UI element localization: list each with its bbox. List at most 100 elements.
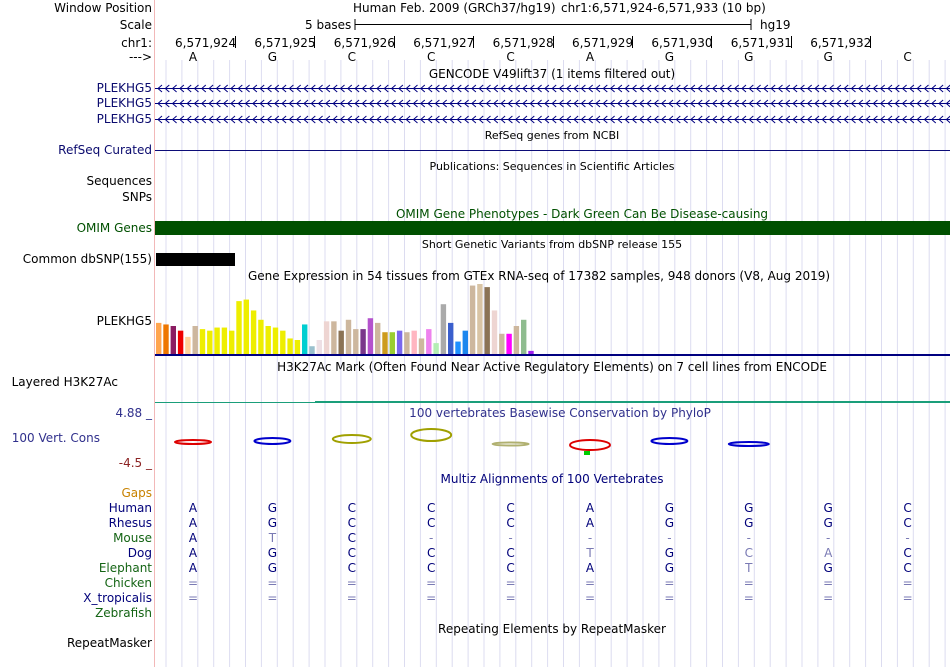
repeatmasker-title: Repeating Elements by RepeatMasker — [438, 622, 666, 636]
track-label-h3k27ac[interactable]: Layered H3K27Ac — [11, 375, 118, 389]
alignment-base: C — [506, 516, 515, 530]
position-title: chr1:6,571,924-6,571,933 (10 bp) — [561, 1, 766, 15]
ruler-tick — [632, 36, 633, 48]
phylop-title: 100 vertebrates Basewise Conservation by… — [409, 406, 711, 420]
alignment-base: = — [505, 576, 516, 590]
track-label-cons[interactable]: 100 Vert. Cons — [11, 431, 100, 445]
alignment-base: = — [584, 591, 596, 605]
track-label-gtex[interactable]: PLEKHG5 — [96, 314, 152, 328]
gtex-tissue-bar — [170, 326, 176, 354]
species-label[interactable]: Chicken — [104, 576, 152, 590]
scale-bar — [354, 19, 752, 30]
dbsnp-title: Short Genetic Variants from dbSNP releas… — [421, 238, 683, 251]
gtex-tissue-bar — [506, 333, 512, 354]
conservation-glyph — [727, 441, 770, 447]
alignment-base: T — [268, 531, 277, 545]
ruler-tick-label: 6,571,932 — [810, 36, 872, 50]
ruler-tick — [870, 36, 872, 48]
species-label[interactable]: Dog — [127, 546, 152, 560]
track-label-refseq[interactable]: RefSeq Curated — [58, 143, 152, 157]
ruler-tick — [711, 36, 713, 48]
omim-title: OMIM Gene Phenotypes - Dark Green Can Be… — [395, 207, 769, 221]
alignment-base: - — [905, 531, 910, 545]
base-letter: G — [267, 50, 278, 64]
alignment-base: G — [267, 546, 278, 560]
species-label[interactable]: Elephant — [98, 561, 152, 575]
gtex-tissue-bar — [331, 321, 337, 354]
refseq-gene-line[interactable] — [155, 150, 950, 151]
gencode-transcripts[interactable] — [155, 0, 950, 130]
alignment-base: A — [188, 531, 198, 545]
gtex-tissue-bar — [156, 322, 162, 354]
alignment-base: G — [267, 501, 278, 515]
alignment-base: C — [903, 561, 912, 575]
track-label-plekhg5-2[interactable]: PLEKHG5 — [96, 96, 152, 110]
track-label-dbsnp[interactable]: Common dbSNP(155) — [22, 252, 152, 266]
alignment-base: C — [506, 501, 515, 515]
alignment-base: A — [585, 516, 595, 530]
gtex-tissue-bar — [491, 310, 498, 354]
base-letter: C — [506, 50, 515, 64]
dbsnp-variant[interactable] — [156, 253, 235, 266]
alignment-base: - — [587, 531, 593, 545]
conservation-glyph — [569, 439, 611, 451]
gtex-tissue-bar — [521, 319, 527, 354]
alignment-base: - — [508, 531, 513, 545]
track-label-plekhg5-3[interactable]: PLEKHG5 — [96, 112, 152, 126]
alignment-base: C — [426, 546, 436, 560]
alignment-base: G — [823, 501, 833, 515]
alignment-base: C — [347, 516, 356, 530]
alignment-base: C — [347, 531, 356, 545]
alignment-base: = — [584, 576, 596, 590]
track-label-plekhg5-1[interactable]: PLEKHG5 — [96, 81, 152, 95]
species-label[interactable]: Human — [108, 501, 152, 515]
gtex-tissue-bar — [221, 327, 228, 354]
ruler-tick — [552, 36, 554, 48]
alignment-base: = — [346, 591, 357, 605]
ruler-tick-label: 6,571,929 — [572, 36, 634, 50]
scale-db: hg19 — [760, 18, 791, 32]
refseq-title: RefSeq genes from NCBI — [484, 129, 620, 142]
species-label[interactable]: Zebrafish — [95, 606, 152, 620]
alignment-base: A — [585, 501, 595, 515]
species-label[interactable]: X_tropicalis — [83, 591, 152, 605]
alignment-base: = — [426, 591, 437, 605]
conservation-glyph — [410, 428, 453, 442]
species-label[interactable]: Rhesus — [108, 516, 152, 530]
base-letter: C — [347, 50, 356, 64]
alignment-base: = — [505, 591, 516, 605]
base-letter: G — [823, 50, 833, 64]
alignment-base: C — [347, 546, 356, 560]
gtex-tissue-bar — [411, 330, 417, 354]
gtex-tissue-bar — [528, 350, 534, 354]
gtex-tissue-bar — [243, 299, 249, 354]
h3k27ac-signal[interactable] — [155, 394, 950, 414]
alignment-base: C — [506, 546, 515, 560]
track-label-gaps: Gaps — [121, 486, 152, 500]
gtex-tissue-bar — [404, 332, 410, 354]
ruler-tick — [235, 36, 236, 48]
track-label-omim[interactable]: OMIM Genes — [76, 221, 152, 235]
alignment-base: = — [664, 576, 675, 590]
species-label[interactable]: Mouse — [113, 531, 152, 545]
alignment-base: - — [667, 531, 672, 545]
ruler-tick-label: 6,571,930 — [651, 36, 713, 50]
conservation-glyph — [650, 437, 689, 445]
alignment-base: C — [903, 516, 912, 530]
omim-gene-bar[interactable] — [155, 221, 950, 235]
alignment-base: C — [506, 561, 515, 575]
gtex-tissue-bar — [418, 338, 425, 354]
track-label-repeatmasker[interactable]: RepeatMasker — [66, 636, 152, 650]
gtex-bar-chart[interactable] — [155, 280, 950, 360]
conservation-logo[interactable] — [155, 425, 950, 465]
genome-browser-image[interactable]: Human Feb. 2009 (GRCh37/hg19) chr1:6,571… — [155, 0, 950, 667]
gtex-tissue-bar — [265, 326, 271, 354]
track-label-snps[interactable]: SNPs — [122, 190, 152, 204]
alignment-base: = — [743, 576, 754, 590]
track-label-sequences[interactable]: Sequences — [86, 174, 152, 188]
alignment-base: G — [267, 516, 278, 530]
chrom-label: chr1: — [121, 36, 152, 50]
base-letter: C — [426, 50, 436, 64]
gtex-tissue-bar — [455, 341, 461, 354]
alignment-base: = — [187, 591, 199, 605]
